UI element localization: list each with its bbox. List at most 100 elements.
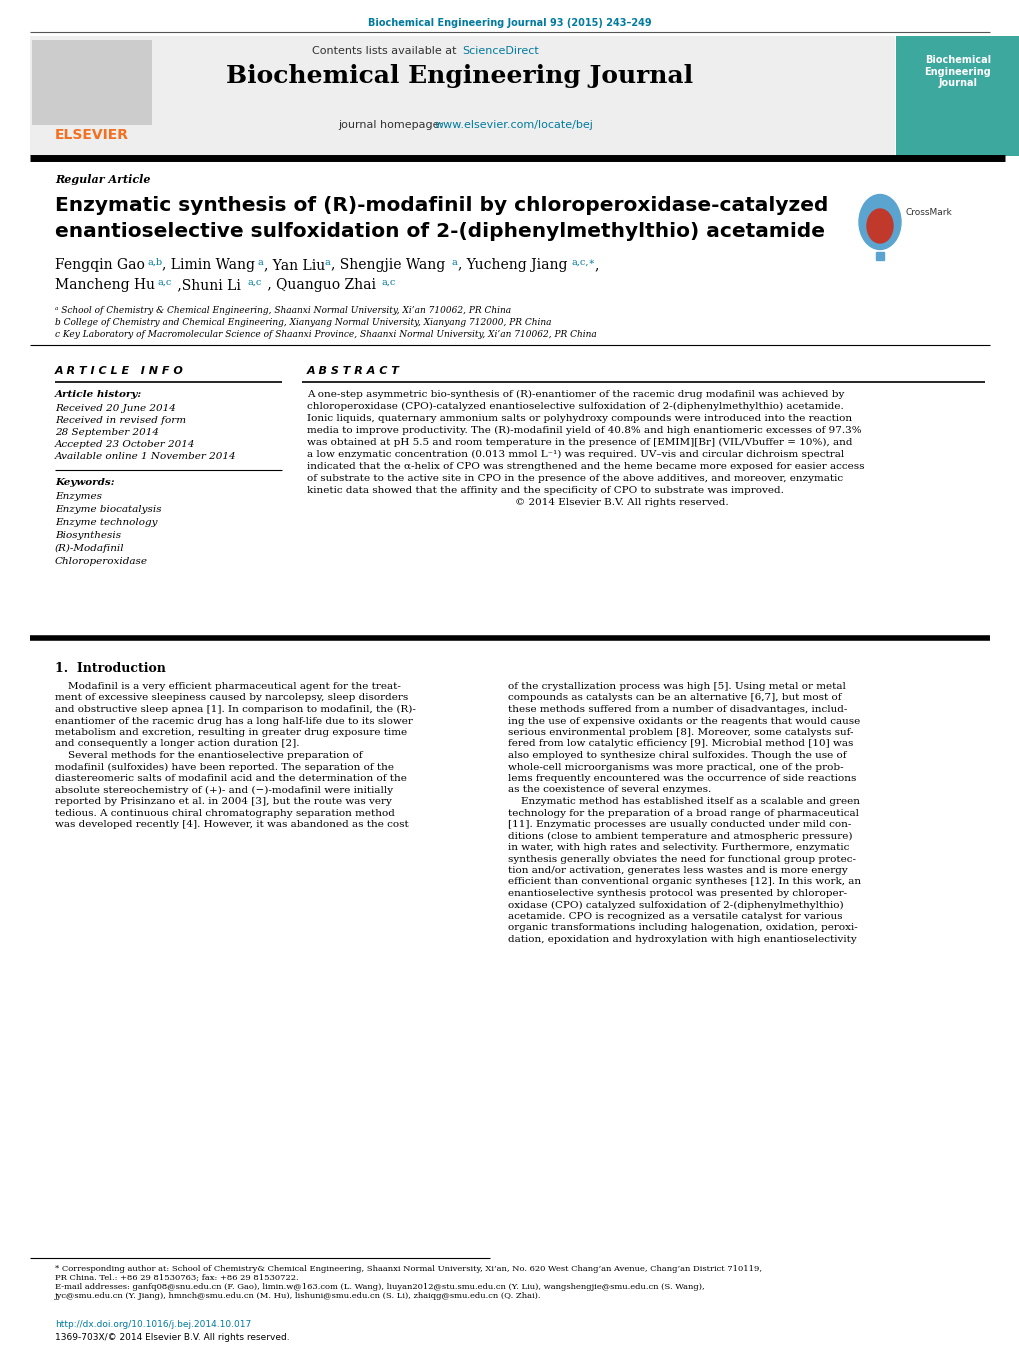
Text: journal homepage:: journal homepage: (337, 120, 446, 130)
Bar (30, 36, 894, 155)
Text: Ionic liquids, quaternary ammonium salts or polyhydroxy compounds were introduce: Ionic liquids, quaternary ammonium salts… (307, 413, 851, 423)
Text: acetamide. CPO is recognized as a versatile catalyst for various: acetamide. CPO is recognized as a versat… (507, 912, 842, 921)
Text: CrossMark: CrossMark (905, 208, 952, 218)
Text: enantiomer of the racemic drug has a long half-life due to its slower: enantiomer of the racemic drug has a lon… (55, 716, 413, 725)
Text: oxidase (CPO) catalyzed sulfoxidation of 2-(diphenylmethylthio): oxidase (CPO) catalyzed sulfoxidation of… (507, 901, 843, 909)
FancyArrow shape (875, 253, 883, 259)
Text: Biochemical
Engineering
Journal: Biochemical Engineering Journal (923, 55, 990, 88)
Text: these methods suffered from a number of disadvantages, includ-: these methods suffered from a number of … (507, 705, 847, 713)
Text: Chloroperoxidase: Chloroperoxidase (55, 557, 148, 566)
Text: chloroperoxidase (CPO)-catalyzed enantioselective sulfoxidation of 2-(diphenylme: chloroperoxidase (CPO)-catalyzed enantio… (307, 403, 843, 411)
Text: of the crystallization process was high [5]. Using metal or metal: of the crystallization process was high … (507, 682, 845, 690)
Text: , Limin Wang: , Limin Wang (162, 258, 255, 272)
Text: © 2014 Elsevier B.V. All rights reserved.: © 2014 Elsevier B.V. All rights reserved… (307, 499, 728, 507)
Text: technology for the preparation of a broad range of pharmaceutical: technology for the preparation of a broa… (507, 808, 858, 817)
Text: 1369-703X/© 2014 Elsevier B.V. All rights reserved.: 1369-703X/© 2014 Elsevier B.V. All right… (55, 1333, 289, 1342)
Text: a low enzymatic concentration (0.013 mmol L⁻¹) was required. UV–vis and circular: a low enzymatic concentration (0.013 mmo… (307, 450, 844, 459)
Text: a,c: a,c (248, 278, 262, 286)
Text: Enzymatic method has established itself as a scalable and green: Enzymatic method has established itself … (507, 797, 859, 807)
Text: absolute stereochemistry of (+)- and (−)-modafinil were initially: absolute stereochemistry of (+)- and (−)… (55, 785, 392, 794)
Text: Enzymes: Enzymes (55, 492, 102, 501)
Text: serious environmental problem [8]. Moreover, some catalysts suf-: serious environmental problem [8]. Moreo… (507, 728, 853, 738)
Text: E-mail addresses: ganfq08@snu.edu.cn (F. Gao), limin.w@163.com (L. Wang), liuyan: E-mail addresses: ganfq08@snu.edu.cn (F.… (55, 1283, 704, 1292)
Text: enantioselective sulfoxidation of 2-(diphenylmethylthio) acetamide: enantioselective sulfoxidation of 2-(dip… (55, 222, 824, 240)
Text: and consequently a longer action duration [2].: and consequently a longer action duratio… (55, 739, 300, 748)
Text: , Yucheng Jiang: , Yucheng Jiang (458, 258, 567, 272)
Text: Available online 1 November 2014: Available online 1 November 2014 (55, 453, 236, 461)
Text: , Quanguo Zhai: , Quanguo Zhai (263, 278, 376, 292)
Text: efficient than conventional organic syntheses [12]. In this work, an: efficient than conventional organic synt… (507, 878, 860, 886)
Text: Several methods for the enantioselective preparation of: Several methods for the enantioselective… (55, 751, 363, 761)
Text: Enzyme technology: Enzyme technology (55, 517, 157, 527)
Text: a,c: a,c (158, 278, 172, 286)
Text: reported by Prisinzano et al. in 2004 [3], but the route was very: reported by Prisinzano et al. in 2004 [3… (55, 797, 391, 807)
Text: ing the use of expensive oxidants or the reagents that would cause: ing the use of expensive oxidants or the… (507, 716, 859, 725)
Text: was developed recently [4]. However, it was abandoned as the cost: was developed recently [4]. However, it … (55, 820, 409, 830)
Text: Article history:: Article history: (55, 390, 142, 399)
Text: a,c,∗: a,c,∗ (572, 258, 595, 267)
Text: ,Shuni Li: ,Shuni Li (173, 278, 240, 292)
Text: Biochemical Engineering Journal 93 (2015) 243–249: Biochemical Engineering Journal 93 (2015… (368, 18, 651, 28)
Text: whole-cell microorganisms was more practical, one of the prob-: whole-cell microorganisms was more pract… (507, 762, 843, 771)
Text: enantioselective synthesis protocol was presented by chloroper-: enantioselective synthesis protocol was … (507, 889, 847, 898)
Text: , Yan Liu: , Yan Liu (264, 258, 325, 272)
Text: Mancheng Hu: Mancheng Hu (55, 278, 155, 292)
Text: organic transformations including halogenation, oxidation, peroxi-: organic transformations including haloge… (507, 924, 857, 932)
Text: in water, with high rates and selectivity. Furthermore, enzymatic: in water, with high rates and selectivit… (507, 843, 849, 852)
Text: www.elsevier.com/locate/bej: www.elsevier.com/locate/bej (434, 120, 593, 130)
Text: * Corresponding author at: School of Chemistry& Chemical Engineering, Shaanxi No: * Corresponding author at: School of Che… (55, 1265, 761, 1273)
Text: kinetic data showed that the affinity and the specificity of CPO to substrate wa: kinetic data showed that the affinity an… (307, 486, 784, 494)
Text: Biochemical Engineering Journal: Biochemical Engineering Journal (226, 63, 693, 88)
Text: also employed to synthesize chiral sulfoxides. Though the use of: also employed to synthesize chiral sulfo… (507, 751, 846, 761)
Text: metabolism and excretion, resulting in greater drug exposure time: metabolism and excretion, resulting in g… (55, 728, 407, 738)
Text: Contents lists available at: Contents lists available at (312, 46, 460, 55)
Text: Accepted 23 October 2014: Accepted 23 October 2014 (55, 440, 196, 449)
Text: A one-step asymmetric bio-synthesis of (R)-enantiomer of the racemic drug modafi: A one-step asymmetric bio-synthesis of (… (307, 390, 844, 399)
Text: as the coexistence of several enzymes.: as the coexistence of several enzymes. (507, 785, 710, 794)
Text: a,b: a,b (148, 258, 163, 267)
Text: A R T I C L E   I N F O: A R T I C L E I N F O (55, 366, 183, 376)
Text: of substrate to the active site in CPO in the presence of the above additives, a: of substrate to the active site in CPO i… (307, 474, 843, 484)
Text: c Key Laboratory of Macromolecular Science of Shaanxi Province, Shaanxi Normal U: c Key Laboratory of Macromolecular Scien… (55, 330, 596, 339)
Text: ,: , (593, 258, 598, 272)
Text: ELSEVIER: ELSEVIER (55, 128, 128, 142)
Text: A B S T R A C T: A B S T R A C T (307, 366, 399, 376)
Text: 28 September 2014: 28 September 2014 (55, 428, 159, 436)
Text: Regular Article: Regular Article (55, 174, 151, 185)
Text: a: a (325, 258, 330, 267)
Text: , Shengjie Wang: , Shengjie Wang (331, 258, 445, 272)
Ellipse shape (858, 195, 900, 250)
Text: was obtained at pH 5.5 and room temperature in the presence of [EMIM][Br] (VIL/V: was obtained at pH 5.5 and room temperat… (307, 438, 852, 447)
Text: ᵃ School of Chemistry & Chemical Engineering, Shaanxi Normal University, Xi’an 7: ᵃ School of Chemistry & Chemical Enginee… (55, 305, 511, 315)
Text: 1.  Introduction: 1. Introduction (55, 662, 166, 676)
Text: ditions (close to ambient temperature and atmospheric pressure): ditions (close to ambient temperature an… (507, 831, 852, 840)
Text: [11]. Enzymatic processes are usually conducted under mild con-: [11]. Enzymatic processes are usually co… (507, 820, 851, 830)
Text: a: a (258, 258, 264, 267)
Text: Enzyme biocatalysis: Enzyme biocatalysis (55, 505, 161, 513)
Text: ScienceDirect: ScienceDirect (462, 46, 538, 55)
Text: fered from low catalytic efficiency [9]. Microbial method [10] was: fered from low catalytic efficiency [9].… (507, 739, 853, 748)
Text: dation, epoxidation and hydroxylation with high enantioselectivity: dation, epoxidation and hydroxylation wi… (507, 935, 856, 944)
Text: Modafinil is a very efficient pharmaceutical agent for the treat-: Modafinil is a very efficient pharmaceut… (55, 682, 400, 690)
Text: Received in revised form: Received in revised form (55, 416, 185, 426)
Text: and obstructive sleep apnea [1]. In comparison to modafinil, the (R)-: and obstructive sleep apnea [1]. In comp… (55, 705, 416, 715)
Text: (R)-Modafinil: (R)-Modafinil (55, 544, 124, 553)
Text: b College of Chemistry and Chemical Engineering, Xianyang Normal University, Xia: b College of Chemistry and Chemical Engi… (55, 317, 551, 327)
Text: Fengqin Gao: Fengqin Gao (55, 258, 145, 272)
Text: a: a (451, 258, 458, 267)
Text: a,c: a,c (382, 278, 396, 286)
Ellipse shape (866, 209, 892, 243)
Text: lems frequently encountered was the occurrence of side reactions: lems frequently encountered was the occu… (507, 774, 856, 784)
Text: Enzymatic synthesis of (R)-modafinil by chloroperoxidase-catalyzed: Enzymatic synthesis of (R)-modafinil by … (55, 196, 827, 215)
Bar (895, 36, 1019, 155)
Text: http://dx.doi.org/10.1016/j.bej.2014.10.017: http://dx.doi.org/10.1016/j.bej.2014.10.… (55, 1320, 251, 1329)
Text: Received 20 June 2014: Received 20 June 2014 (55, 404, 175, 413)
Text: Biosynthesis: Biosynthesis (55, 531, 121, 540)
Text: jyc@smu.edu.cn (Y. Jiang), hmnch@smu.edu.cn (M. Hu), lishuni@smu.edu.cn (S. Li),: jyc@smu.edu.cn (Y. Jiang), hmnch@smu.edu… (55, 1292, 541, 1300)
Text: tion and/or activation, generates less wastes and is more energy: tion and/or activation, generates less w… (507, 866, 847, 875)
Text: compounds as catalysts can be an alternative [6,7], but most of: compounds as catalysts can be an alterna… (507, 693, 841, 703)
Text: modafinil (sulfoxides) have been reported. The separation of the: modafinil (sulfoxides) have been reporte… (55, 762, 393, 771)
Text: ment of excessive sleepiness caused by narcolepsy, sleep disorders: ment of excessive sleepiness caused by n… (55, 693, 408, 703)
Text: indicated that the α-helix of CPO was strengthened and the heme became more expo: indicated that the α-helix of CPO was st… (307, 462, 864, 471)
Text: diastereomeric salts of modafinil acid and the determination of the: diastereomeric salts of modafinil acid a… (55, 774, 407, 784)
